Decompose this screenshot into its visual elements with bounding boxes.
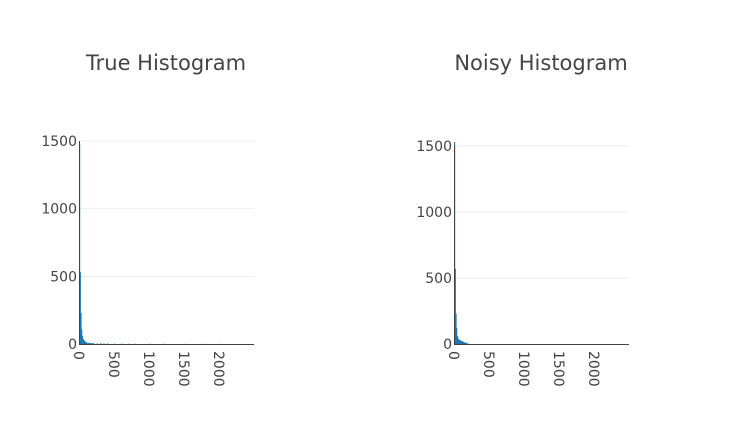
noisy-histogram-bar: [455, 313, 457, 344]
true-histogram-x-tick-label: 500: [105, 351, 121, 378]
true-histogram-y-tick-label: 500: [50, 269, 77, 285]
true-histogram-bar: [81, 329, 83, 344]
noisy-histogram-bar: [466, 343, 468, 345]
true-histogram-bar: [82, 338, 84, 344]
true-histogram-bar: [107, 343, 109, 345]
true-histogram-bar: [83, 339, 85, 344]
true-histogram-y-tick-label: 1000: [41, 202, 77, 218]
true-histogram-bar: [85, 341, 87, 344]
true-histogram-x-tick-label: 1000: [140, 351, 156, 387]
noisy-histogram-bar: [456, 336, 458, 344]
true-histogram-bar: [114, 343, 116, 345]
noisy-histogram-bar: [461, 341, 463, 344]
noisy-histogram-x-tick-label: 1500: [550, 351, 566, 387]
true-histogram-bar: [84, 341, 86, 344]
true-histogram-bar: [79, 272, 81, 344]
noisy-histogram-x-tick-label: 0: [445, 351, 461, 360]
noisy-histogram-bar: [460, 340, 462, 344]
true-histogram-chart: True Histogram 0 500 1000 1500 0 500 1000 1500…: [41, 51, 254, 387]
noisy-histogram-bar: [464, 342, 466, 344]
noisy-histogram-bar: [463, 342, 465, 344]
true-histogram-x-tick-label: 1500: [175, 351, 191, 387]
noisy-histogram-bar: [456, 328, 458, 344]
noisy-histogram-bar: [462, 341, 464, 344]
noisy-histogram-bar: [465, 343, 468, 345]
true-histogram-bar: [121, 343, 123, 345]
noisy-histogram-y-tick-label: 1000: [416, 205, 452, 221]
noisy-histogram-bar: [459, 340, 461, 344]
true-histogram-bar: [86, 342, 88, 344]
true-histogram-bar: [90, 342, 92, 344]
true-histogram-y-tick-label: 1500: [41, 134, 77, 150]
noisy-histogram-bar: [458, 340, 461, 344]
true-histogram-bar: [96, 343, 98, 345]
noisy-histogram-x-tick-label: 500: [480, 351, 496, 378]
true-histogram-bar: [80, 312, 82, 344]
true-histogram-bar: [87, 342, 89, 344]
noisy-histogram-x-tick-label: 1000: [515, 351, 531, 387]
noisy-histogram-y-tick-label: 1500: [416, 139, 452, 155]
true-histogram-x-tick-label: 2000: [210, 351, 226, 387]
true-histogram-title: True Histogram: [85, 51, 246, 75]
true-histogram-bar: [81, 335, 83, 344]
true-histogram-bar: [83, 341, 86, 344]
true-histogram-x-tick-label: 0: [70, 351, 86, 360]
noisy-histogram-y-tick-label: 500: [425, 271, 452, 287]
true-histogram-bar: [103, 343, 105, 345]
noisy-histogram-bar: [463, 342, 465, 344]
noisy-histogram-bar: [458, 339, 460, 344]
noisy-histogram-chart: Noisy Histogram 0 500 1000 1500 0 500 1000 150…: [416, 51, 629, 387]
noisy-histogram-bar: [457, 338, 459, 344]
true-histogram-bar: [88, 342, 90, 344]
true-histogram-y-tick-label: 0: [68, 337, 77, 353]
true-histogram-bar: [93, 343, 95, 344]
noisy-histogram-bar: [454, 268, 456, 344]
noisy-histogram-x-tick-label: 2000: [585, 351, 601, 387]
noisy-histogram-bar: [465, 342, 467, 344]
true-histogram-bar: [91, 343, 93, 344]
noisy-histogram-bar: [467, 343, 469, 345]
noisy-histogram-title: Noisy Histogram: [454, 51, 627, 75]
noisy-histogram-bar: [461, 341, 463, 344]
true-histogram-bar: [100, 343, 102, 345]
noisy-histogram-y-tick-label: 0: [443, 337, 452, 353]
